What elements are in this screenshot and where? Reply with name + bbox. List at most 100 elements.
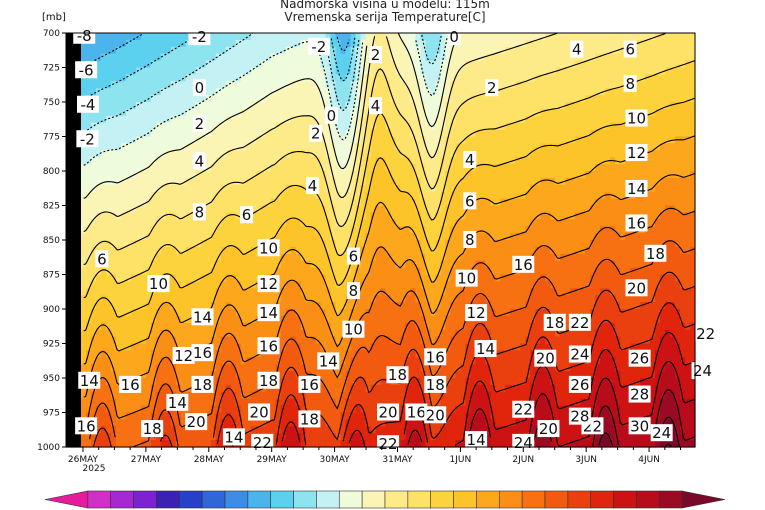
field-cell <box>195 108 202 117</box>
field-cell <box>135 260 142 269</box>
field-cell <box>375 391 382 400</box>
field-cell <box>225 157 232 165</box>
field-cell <box>80 226 87 234</box>
field-cell <box>110 143 117 151</box>
field-cell <box>240 150 247 158</box>
field-cell <box>100 157 107 165</box>
field-cell <box>360 46 367 55</box>
field-cell <box>105 315 112 324</box>
field-cell <box>475 33 481 41</box>
field-cell <box>335 205 342 213</box>
field-cell <box>455 412 461 420</box>
field-cell <box>225 33 232 41</box>
field-cell <box>155 398 162 407</box>
field-cell <box>115 378 122 386</box>
field-cell <box>295 295 302 303</box>
field-cell <box>125 74 132 82</box>
field-cell <box>245 295 252 303</box>
field-cell <box>255 398 262 407</box>
field-cell <box>90 412 97 420</box>
field-cell <box>400 233 407 241</box>
field-cell <box>195 371 202 379</box>
field-cell <box>440 150 446 158</box>
field-cell <box>115 398 122 407</box>
field-cell <box>225 240 232 248</box>
field-cell <box>360 95 367 103</box>
field-cell <box>325 315 332 324</box>
field-cell <box>185 219 192 227</box>
field-cell <box>265 46 272 55</box>
field-cell <box>470 350 476 358</box>
field-cell <box>460 343 466 351</box>
field-cell <box>155 233 162 241</box>
field-cell <box>95 136 102 144</box>
field-cell <box>380 177 387 186</box>
field-cell <box>245 53 252 62</box>
field-cell <box>175 177 182 186</box>
field-cell <box>100 164 107 172</box>
field-cell <box>345 136 352 144</box>
field-cell <box>380 136 387 144</box>
field-cell <box>160 240 167 248</box>
field-cell <box>415 343 422 351</box>
field-cell <box>70 212 77 220</box>
field-cell <box>220 53 227 62</box>
field-cell <box>105 129 112 138</box>
field-cell <box>215 122 222 131</box>
field-cell <box>280 378 287 386</box>
field-cell <box>260 115 267 124</box>
field-cell <box>360 378 367 386</box>
field-cell <box>135 164 142 172</box>
field-cell <box>350 350 357 358</box>
field-cell <box>265 88 272 96</box>
field-cell <box>80 315 87 324</box>
field-cell <box>255 191 262 200</box>
field-cell <box>240 267 247 276</box>
field-cell <box>365 405 372 414</box>
field-cell <box>295 102 302 110</box>
field-cell <box>110 371 117 379</box>
field-cell <box>375 226 382 234</box>
field-cell <box>240 412 247 420</box>
field-cell <box>140 288 147 296</box>
field-cell <box>305 102 312 110</box>
field-cell <box>155 171 162 179</box>
field-cell <box>420 46 427 55</box>
field-cell <box>130 253 137 262</box>
field-cell <box>320 108 327 117</box>
field-cell <box>185 115 192 124</box>
field-cell <box>370 398 377 407</box>
field-cell <box>410 329 417 338</box>
field-cell <box>230 53 237 62</box>
field-cell <box>470 288 476 296</box>
field-cell <box>365 281 372 289</box>
field-cell <box>205 364 212 372</box>
field-cell <box>115 288 122 296</box>
field-cell <box>75 240 82 248</box>
field-cell <box>180 371 187 379</box>
field-cell <box>195 398 202 407</box>
field-cell <box>285 233 292 241</box>
field-cell <box>305 398 312 407</box>
field-cell <box>130 67 137 75</box>
field-cell <box>240 184 247 193</box>
field-cell <box>275 60 282 69</box>
field-cell <box>225 398 232 407</box>
field-cell <box>220 240 227 248</box>
field-cell <box>420 136 427 144</box>
field-cell <box>380 108 387 117</box>
field-cell <box>130 53 137 62</box>
field-cell <box>360 198 367 207</box>
field-cell <box>175 246 182 255</box>
field-cell <box>225 226 232 234</box>
field-cell <box>245 60 252 69</box>
field-cell <box>405 150 412 158</box>
field-cell <box>325 212 332 220</box>
field-cell <box>235 157 242 165</box>
field-cell <box>170 240 177 248</box>
field-cell <box>295 129 302 138</box>
field-cell <box>350 391 357 400</box>
field-cell <box>425 60 432 69</box>
field-cell <box>380 240 387 248</box>
field-cell <box>125 177 132 186</box>
